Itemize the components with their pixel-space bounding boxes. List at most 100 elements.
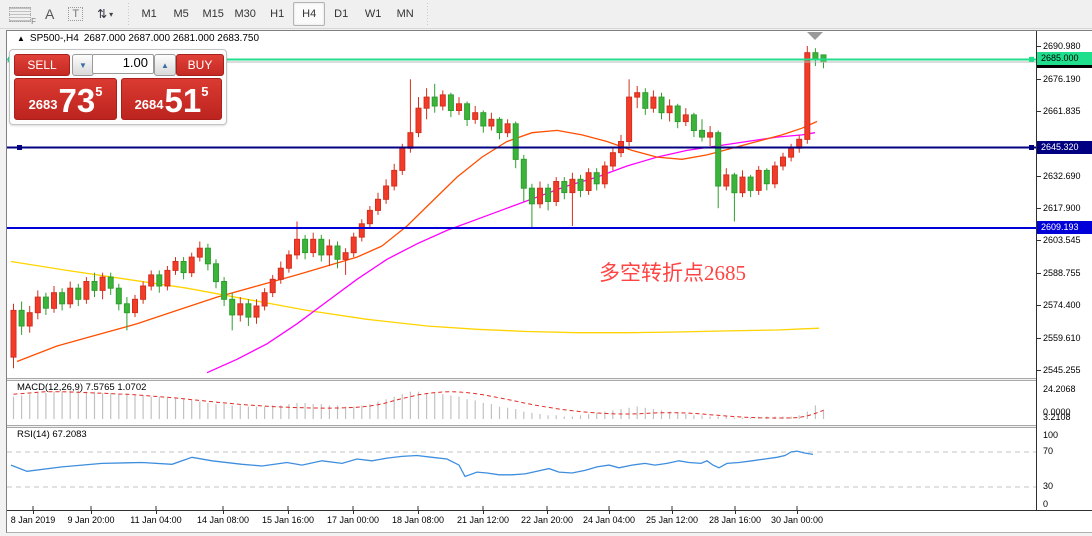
timeframe-mn[interactable]: MN bbox=[396, 8, 414, 20]
candle bbox=[626, 96, 633, 142]
buy-price-display[interactable]: 2684 51 5 bbox=[121, 78, 222, 120]
volume-input[interactable]: 1.00 bbox=[92, 54, 154, 74]
candle bbox=[739, 176, 746, 194]
timeframe-m15[interactable]: M15 bbox=[202, 8, 224, 20]
arrange-tool-button[interactable]: ⇅ ▾ bbox=[92, 3, 118, 25]
timeframe-w1[interactable]: W1 bbox=[364, 8, 382, 20]
buy-button[interactable]: BUY bbox=[176, 54, 224, 76]
candle bbox=[245, 303, 252, 318]
date-tick-label: 22 Jan 20:00 bbox=[520, 515, 574, 525]
candle bbox=[763, 169, 770, 185]
candle bbox=[666, 105, 673, 114]
one-click-trading-panel: SELL ▼ 1.00 ▲ BUY 2683 73 5 2684 51 5 bbox=[9, 49, 227, 125]
candle bbox=[723, 174, 730, 187]
indicator-grid-button[interactable]: F bbox=[4, 3, 36, 26]
sell-price-stem: 2683 bbox=[28, 97, 58, 112]
rsi-line bbox=[10, 450, 814, 478]
candle bbox=[213, 263, 219, 283]
macd-scale-min: 3.2108 bbox=[1043, 412, 1071, 422]
macd-scale-zero: 0.0000 bbox=[1043, 407, 1071, 417]
macd-svg bbox=[12, 390, 825, 419]
candle bbox=[148, 274, 155, 287]
candle bbox=[447, 94, 454, 112]
candle bbox=[172, 261, 179, 271]
pane-separator[interactable] bbox=[7, 378, 1092, 381]
buy-price-sup: 5 bbox=[201, 84, 209, 99]
timeframe-m30[interactable]: M30 bbox=[234, 8, 256, 20]
candle bbox=[528, 187, 535, 205]
candle bbox=[261, 292, 268, 307]
hline-2645-handle[interactable] bbox=[17, 145, 22, 150]
candle bbox=[553, 181, 560, 202]
volume-increase-button[interactable]: ▲ bbox=[154, 54, 176, 76]
symbol-triangle-icon: ▲ bbox=[17, 34, 25, 43]
price-tick-label: 2690.980 bbox=[1043, 41, 1081, 52]
date-tick-mark bbox=[483, 510, 484, 514]
price-tick-label: 2661.835 bbox=[1043, 105, 1081, 116]
candle bbox=[115, 287, 122, 305]
hline-2645-handle[interactable] bbox=[1029, 145, 1034, 150]
object-marker-triangle-icon[interactable] bbox=[807, 32, 823, 40]
timeframe-m1[interactable]: M1 bbox=[141, 8, 157, 20]
candle bbox=[593, 172, 600, 185]
price-tick-mark bbox=[1037, 208, 1041, 210]
candle bbox=[334, 245, 341, 260]
hline-2685-handle[interactable] bbox=[1029, 56, 1034, 62]
candle bbox=[132, 298, 138, 314]
candle bbox=[472, 112, 479, 120]
candle bbox=[569, 178, 576, 194]
text-label-tool-button[interactable]: T bbox=[63, 3, 88, 25]
sell-button[interactable]: SELL bbox=[14, 54, 70, 76]
candle bbox=[415, 107, 422, 134]
price-tick-label: 2617.900 bbox=[1043, 203, 1081, 214]
timeframe-d1[interactable]: D1 bbox=[334, 8, 349, 20]
candle bbox=[407, 132, 414, 149]
candle bbox=[188, 256, 195, 274]
candle bbox=[302, 238, 309, 254]
grid-f-icon: F bbox=[9, 6, 36, 26]
candle bbox=[642, 92, 649, 109]
buy-price-big: 51 bbox=[164, 81, 202, 119]
candle bbox=[391, 169, 398, 187]
candle bbox=[59, 292, 66, 305]
sell-price-display[interactable]: 2683 73 5 bbox=[14, 78, 117, 120]
candle bbox=[399, 147, 406, 171]
hline-2609-price-tag: 2609.193 bbox=[1037, 220, 1092, 234]
candle bbox=[561, 181, 568, 194]
candle bbox=[577, 178, 584, 191]
price-tick-mark bbox=[1037, 337, 1041, 339]
price-tick-mark bbox=[1037, 273, 1041, 275]
timeframe-h4[interactable]: H4 bbox=[293, 2, 326, 26]
candle bbox=[180, 261, 187, 274]
candle bbox=[512, 123, 519, 160]
candle bbox=[83, 281, 90, 300]
candle bbox=[342, 252, 349, 260]
volume-decrease-button[interactable]: ▼ bbox=[72, 54, 94, 76]
arrows-icon: ⇅ bbox=[97, 7, 107, 21]
candle bbox=[269, 278, 276, 294]
candle bbox=[423, 96, 430, 109]
sell-price-sup: 5 bbox=[95, 84, 103, 99]
price-tick-mark bbox=[1037, 110, 1041, 112]
price-axis[interactable]: 24.2068 0.0000 3.2108 100 70 30 0 2683.7… bbox=[1037, 31, 1092, 511]
chart-window: ▲ SP500-,H4 2687.000 2687.000 2681.000 2… bbox=[6, 30, 1092, 533]
font-tool-button[interactable]: A bbox=[40, 3, 59, 25]
date-tick-mark bbox=[797, 510, 798, 514]
date-tick-mark bbox=[735, 510, 736, 514]
timeframe-m5[interactable]: M5 bbox=[173, 8, 189, 20]
rsi-svg bbox=[7, 450, 1036, 510]
ohlc-values: 2687.000 2687.000 2681.000 2683.750 bbox=[83, 33, 260, 44]
candle bbox=[788, 147, 795, 158]
date-tick-mark bbox=[672, 510, 673, 514]
candle bbox=[431, 96, 438, 107]
candle bbox=[294, 238, 300, 256]
candle bbox=[804, 52, 811, 140]
timeframe-h1[interactable]: H1 bbox=[270, 8, 285, 20]
date-axis[interactable]: 8 Jan 2019 9 Jan 20:00 11 Jan 04:00 14 Jan … bbox=[7, 510, 1092, 532]
chart-annotation-text[interactable]: 多空转折点2685 bbox=[599, 261, 746, 285]
candle bbox=[658, 96, 665, 114]
pane-separator[interactable] bbox=[7, 425, 1092, 428]
candle bbox=[350, 236, 357, 254]
date-tick-label: 28 Jan 16:00 bbox=[708, 515, 762, 525]
